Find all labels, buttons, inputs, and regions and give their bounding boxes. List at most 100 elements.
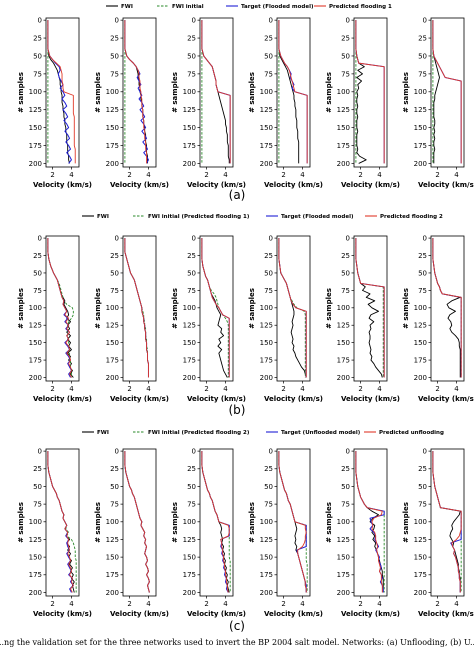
y-tick-label: 0 <box>192 17 196 25</box>
y-tick-label: 125 <box>337 106 350 114</box>
series-line-target <box>124 238 149 378</box>
y-tick-label: 75 <box>341 70 350 78</box>
series-line-fwi <box>432 20 440 164</box>
subplot-frame <box>353 235 388 382</box>
y-tick-label: 200 <box>29 160 42 168</box>
y-tick-label: 50 <box>418 483 427 491</box>
series-line-init <box>355 451 385 593</box>
y-tick-label: 0 <box>423 234 427 242</box>
y-tick-label: 100 <box>183 88 196 96</box>
x-tick-label: 4 <box>146 171 151 179</box>
y-tick-label: 175 <box>260 142 273 150</box>
y-tick-label: 75 <box>33 501 42 509</box>
x-tick-label: 2 <box>127 600 131 608</box>
y-tick-label: 100 <box>414 304 427 312</box>
y-tick-label: 25 <box>33 34 42 42</box>
y-tick-label: 200 <box>337 160 350 168</box>
series-line-target <box>355 238 385 378</box>
y-tick-label: 150 <box>106 339 119 347</box>
x-tick-label: 4 <box>146 600 151 608</box>
y-tick-label: 200 <box>260 374 273 382</box>
y-tick-label: 200 <box>414 374 427 382</box>
series-line-init <box>201 238 229 378</box>
legend-label-init: FWI initial <box>172 4 204 10</box>
y-tick-label: 175 <box>183 142 196 150</box>
y-tick-label: 175 <box>337 571 350 579</box>
series-line-init <box>432 451 462 593</box>
series-line-target <box>201 238 230 378</box>
x-axis-label: Velocity (km/s) <box>187 610 246 618</box>
y-tick-label: 75 <box>341 501 350 509</box>
y-tick-label: 125 <box>414 322 427 330</box>
legend-label-target: Target (Unflooded model) <box>281 430 361 436</box>
y-tick-label: 175 <box>29 571 42 579</box>
y-axis-label: # samples <box>17 288 25 329</box>
x-tick-label: 2 <box>50 385 54 393</box>
y-tick-label: 25 <box>264 34 273 42</box>
y-tick-label: 25 <box>110 465 119 473</box>
y-tick-label: 25 <box>341 465 350 473</box>
y-axis-label: # samples <box>94 72 102 113</box>
y-axis-label: # samples <box>325 288 333 329</box>
panel-label: (b) <box>229 403 246 417</box>
y-tick-label: 125 <box>260 322 273 330</box>
y-axis-label: # samples <box>402 72 410 113</box>
y-tick-label: 75 <box>341 287 350 295</box>
series-line-target <box>47 451 74 593</box>
y-tick-label: 175 <box>414 356 427 364</box>
y-tick-label: 200 <box>29 589 42 597</box>
y-tick-label: 50 <box>110 483 119 491</box>
y-tick-label: 50 <box>264 483 273 491</box>
x-tick-label: 4 <box>223 385 228 393</box>
y-tick-label: 150 <box>337 554 350 562</box>
x-tick-label: 2 <box>358 600 362 608</box>
y-tick-label: 150 <box>414 339 427 347</box>
y-tick-label: 0 <box>269 448 273 456</box>
y-tick-label: 25 <box>341 34 350 42</box>
subplot-frame <box>353 448 388 597</box>
y-tick-label: 150 <box>337 339 350 347</box>
series-line-target <box>432 451 462 593</box>
y-tick-label: 175 <box>260 571 273 579</box>
y-tick-label: 50 <box>187 269 196 277</box>
series-line-fwi <box>201 20 230 164</box>
y-tick-label: 50 <box>110 52 119 60</box>
series-line-target <box>432 20 462 164</box>
y-tick-label: 100 <box>183 304 196 312</box>
series-line-init <box>47 451 77 593</box>
y-tick-label: 175 <box>106 142 119 150</box>
y-tick-label: 125 <box>29 536 42 544</box>
y-tick-label: 200 <box>183 374 196 382</box>
y-tick-label: 75 <box>418 287 427 295</box>
subplot-frame <box>276 448 311 597</box>
subplot-frame <box>199 448 234 597</box>
x-tick-label: 4 <box>454 385 459 393</box>
y-tick-label: 125 <box>414 106 427 114</box>
x-tick-label: 2 <box>358 385 362 393</box>
y-axis-label: # samples <box>171 502 179 543</box>
y-tick-label: 50 <box>187 52 196 60</box>
series-line-init <box>355 238 384 378</box>
series-line-pred <box>355 20 385 164</box>
series-line-pred <box>201 238 230 378</box>
series-line-pred <box>355 238 385 378</box>
series-line-pred <box>278 451 307 593</box>
y-tick-label: 200 <box>414 589 427 597</box>
y-tick-label: 100 <box>414 518 427 526</box>
legend-label-init: FWI initial (Predicted flooding 2) <box>148 430 250 436</box>
y-tick-label: 175 <box>29 356 42 364</box>
series-line-fwi <box>124 451 150 593</box>
y-axis-label: # samples <box>325 502 333 543</box>
subplot-frame <box>122 235 157 382</box>
y-tick-label: 0 <box>346 234 350 242</box>
x-tick-label: 2 <box>204 600 208 608</box>
x-axis-label: Velocity (km/s) <box>110 181 169 189</box>
x-tick-label: 4 <box>69 171 74 179</box>
x-tick-label: 4 <box>69 385 74 393</box>
y-tick-label: 25 <box>33 465 42 473</box>
x-tick-label: 4 <box>300 385 305 393</box>
y-tick-label: 175 <box>337 356 350 364</box>
y-tick-label: 75 <box>187 501 196 509</box>
y-tick-label: 0 <box>423 448 427 456</box>
y-tick-label: 100 <box>106 304 119 312</box>
